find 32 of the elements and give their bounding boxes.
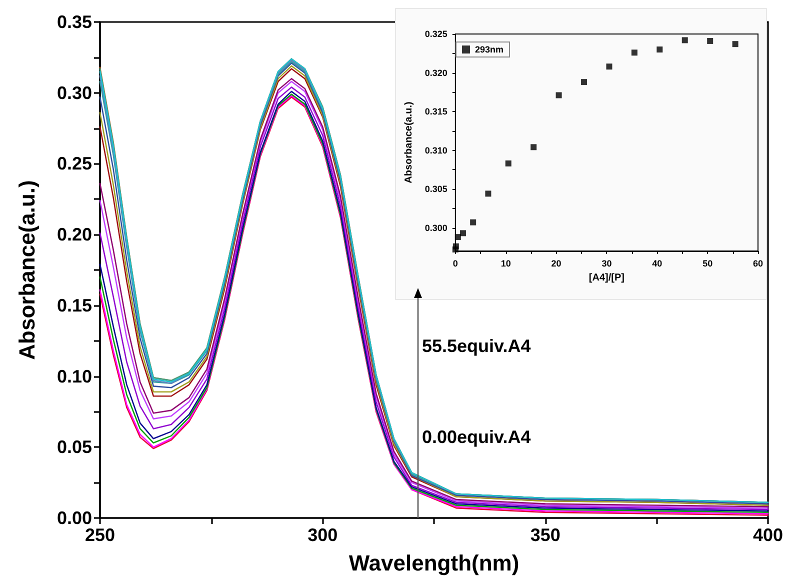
annotation: 0.00equiv.A4 <box>422 427 531 447</box>
y-tick-label: 0.310 <box>424 145 448 156</box>
x-tick-label: 30 <box>602 258 612 268</box>
y-tick-label: 0.325 <box>424 29 448 39</box>
x-tick-label: 0 <box>452 258 458 268</box>
x-tick-label: 350 <box>530 525 560 545</box>
y-tick-label: 0.20 <box>56 224 92 245</box>
legend-label: 293nm <box>475 44 504 54</box>
y-tick-label: 0.320 <box>424 68 448 78</box>
x-tick-label: 250 <box>84 525 116 545</box>
y-tick-label: 0.05 <box>56 437 92 458</box>
x-tick-label: 60 <box>752 258 763 268</box>
y-tick-label: 0.30 <box>56 82 92 103</box>
y-tick-label: 0.15 <box>56 295 92 316</box>
x-axis-title: [A4]/[P] <box>588 272 624 284</box>
y-tick-label: 0.10 <box>56 366 92 386</box>
x-tick-label: 10 <box>500 258 511 268</box>
x-tick-label: 20 <box>551 258 562 268</box>
annotation: 55.5equiv.A4 <box>422 336 531 356</box>
y-tick-label: 0.305 <box>424 184 448 194</box>
x-tick-label: 40 <box>652 258 662 268</box>
y-tick-label: 0.35 <box>56 12 92 32</box>
y-axis-title: Absorbance(a.u.) <box>404 102 414 184</box>
y-axis-title: Absorbance(a.u.) <box>14 180 40 360</box>
x-axis-title: Wavelength(nm) <box>348 550 520 576</box>
y-tick-label: 0.300 <box>424 222 448 233</box>
x-tick-label: 300 <box>308 525 338 545</box>
y-tick-label: 0.315 <box>424 106 448 116</box>
x-tick-label: 50 <box>702 258 713 268</box>
y-tick-label: 0.25 <box>56 154 92 174</box>
x-tick-label: 400 <box>752 525 784 545</box>
y-tick-label: 0.00 <box>56 508 92 528</box>
